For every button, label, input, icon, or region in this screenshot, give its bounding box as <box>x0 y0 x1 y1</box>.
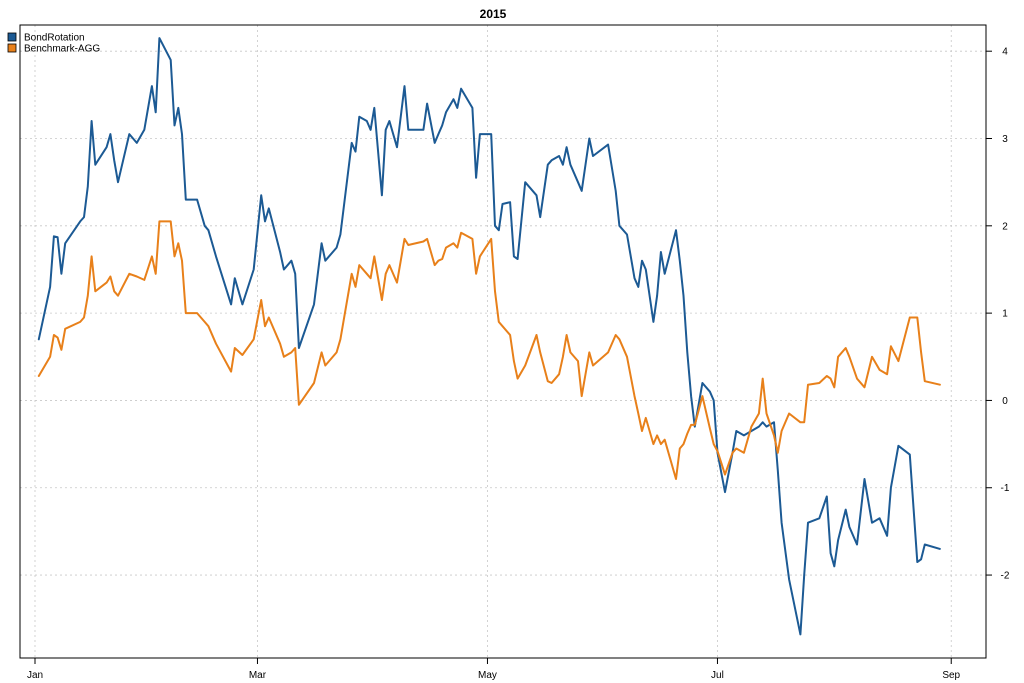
y-tick-label: -2 <box>1001 571 1010 582</box>
series-line-0 <box>37 37 941 636</box>
plot-frame <box>19 24 987 659</box>
legend-swatch <box>7 32 17 42</box>
y-tick-label: -1 <box>1001 483 1010 494</box>
legend-label: Benchmark-AGG <box>24 44 100 55</box>
series-line-1 <box>37 220 941 480</box>
y-tick-label: 3 <box>1002 134 1008 145</box>
y-tick-label: 4 <box>1002 47 1008 58</box>
legend-swatch <box>7 43 17 53</box>
y-tick-label: 0 <box>1002 396 1008 407</box>
x-tick-label: Jul <box>711 670 724 681</box>
y-axis: -2 -1 0 1 2 3 4 <box>986 47 1010 582</box>
x-tick-label: Jan <box>27 670 43 681</box>
grid <box>20 25 986 658</box>
x-tick-label: May <box>478 670 497 681</box>
x-axis: Jan Mar May Jul Sep <box>27 658 961 681</box>
x-tick-label: Sep <box>942 670 960 681</box>
series-lines <box>37 37 941 636</box>
chart-title: 2015 <box>480 7 507 21</box>
y-tick-label: 1 <box>1002 309 1008 320</box>
x-tick-label: Mar <box>249 670 267 681</box>
y-tick-label: 2 <box>1002 221 1008 232</box>
legend-label: BondRotation <box>24 33 85 44</box>
